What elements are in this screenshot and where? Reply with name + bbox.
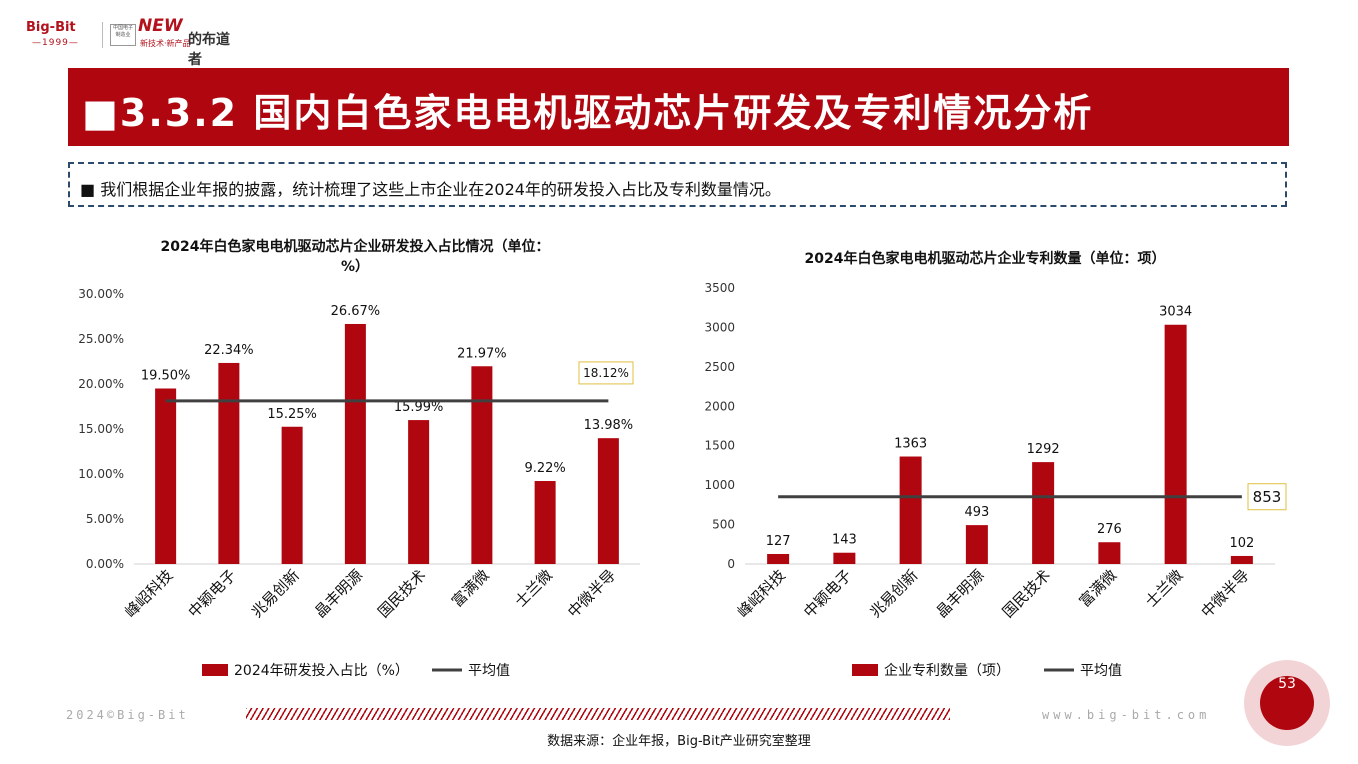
chart1-category-label: 峰岹科技 (121, 566, 176, 621)
chart1-bar (471, 366, 493, 564)
logo-bigbit-text: Big-Bit (26, 20, 76, 35)
footer-website: www.big-bit.com (1042, 708, 1211, 722)
chart1-ytick-label: 30.00% (78, 287, 124, 301)
page-number-badge: 53 (1244, 660, 1330, 746)
chart1-bar (597, 438, 619, 564)
chart1-legend-bar-label: 2024年研发投入占比（%） (234, 663, 409, 679)
chart1-bar-value-label: 13.98% (584, 418, 634, 433)
logo-new-text: NEW (138, 16, 183, 36)
page-number: 53 (1260, 676, 1314, 730)
chart1-bar-value-label: 26.67% (331, 304, 381, 319)
chart1-title-line2: %） (340, 259, 370, 275)
chart1-category-label: 国民技术 (374, 566, 429, 621)
chart1-title-line1: 2024年白色家电电机驱动芯片企业研发投入占比情况（单位： (160, 239, 550, 255)
chart1-ytick-label: 10.00% (78, 467, 124, 481)
chart1-category-label: 中颖电子 (185, 566, 240, 621)
chart1-average-label-box (578, 361, 634, 385)
footer-hatch-decoration (246, 708, 950, 720)
logo-separator (102, 22, 103, 48)
chart1-ytick-label: 25.00% (78, 332, 124, 346)
chart1-legend-line-label: 平均值 (468, 663, 510, 679)
big-bit-logo: Big-Bit —1999— 中国电子 制造业 NEW 新技术·新产品 的布道者 (22, 16, 242, 68)
chart1-bar-value-label: 9.22% (524, 461, 565, 476)
chart1-category-label: 士兰微 (511, 566, 556, 611)
chart2-title: 2024年白色家电电机驱动芯片企业专利数量（单位：项） (804, 251, 1166, 267)
chart1-bar (534, 481, 556, 564)
chart1-bar (408, 420, 430, 564)
chart1-bar (218, 362, 240, 564)
logo-cn-box: 中国电子 制造业 (110, 24, 136, 46)
summary-note-text: ■ 我们根据企业年报的披露，统计梳理了这些上市企业在2024年的研发投入占比及专… (80, 180, 781, 199)
chart1-bar (344, 323, 366, 564)
data-source-note: 数据来源：企业年报，Big-Bit产业研究室整理 (547, 734, 811, 749)
chart1-average-label: 18.12% (583, 366, 629, 380)
chart1-ytick-label: 20.00% (78, 377, 124, 391)
logo-brand-text: 的布道者 (188, 32, 230, 68)
chart1-category-label: 兆易创新 (248, 566, 303, 621)
logo-year-text: —1999— (32, 38, 79, 48)
title-banner: ■3.3.2 国内白色家电电机驱动芯片研发及专利情况分析 (68, 68, 1289, 146)
page-title: ■3.3.2 国内白色家电电机驱动芯片研发及专利情况分析 (82, 91, 1094, 135)
chart1-ytick-label: 15.00% (78, 422, 124, 436)
chart1-bar-value-label: 15.25% (267, 407, 317, 422)
chart1-bar (155, 388, 177, 564)
chart1-legend-bar-swatch (202, 664, 228, 676)
chart1-title: 2024年白色家电电机驱动芯片企业研发投入占比情况（单位： %） (110, 236, 600, 276)
chart1-bar (281, 426, 303, 564)
chart1-ytick-label: 5.00% (86, 512, 124, 526)
chart1-category-label: 富满微 (448, 566, 493, 611)
chart1-bar-value-label: 19.50% (141, 369, 191, 384)
chart1-bar-value-label: 21.97% (457, 346, 507, 361)
chart1-ytick-label: 0.00% (86, 557, 124, 571)
summary-note-box: ■ 我们根据企业年报的披露，统计梳理了这些上市企业在2024年的研发投入占比及专… (68, 162, 1287, 207)
chart1-category-label: 中微半导 (564, 566, 619, 621)
chart1-category-label: 晶丰明源 (311, 566, 366, 621)
chart1-bar-value-label: 22.34% (204, 343, 254, 358)
footer-copyright: 2024©Big-Bit (66, 708, 189, 722)
logo-subtitle: 新技术·新产品 (140, 39, 191, 48)
chart1-bar-value-label: 15.99% (394, 400, 444, 415)
